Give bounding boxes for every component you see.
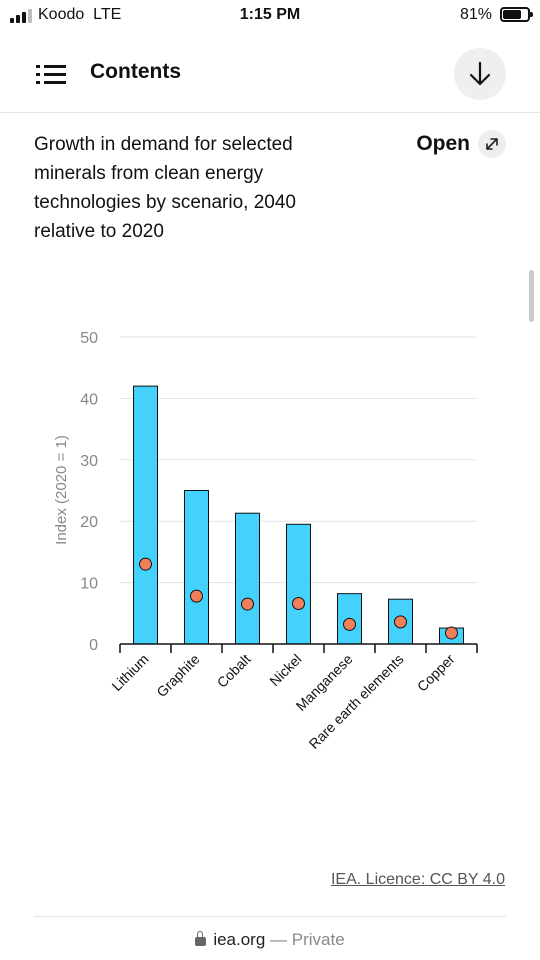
page-header: Contents — [0, 40, 540, 113]
y-tick-label: 20 — [80, 514, 98, 531]
lock-icon — [195, 931, 207, 946]
x-tick-label: Nickel — [266, 651, 304, 689]
scenario-point — [343, 617, 356, 631]
scenario-point — [190, 589, 203, 603]
status-time: 1:15 PM — [239, 6, 301, 23]
licence-link[interactable]: IEA. Licence: CC BY 4.0 — [330, 871, 505, 888]
network-type: LTE — [93, 6, 122, 23]
scenario-point — [394, 615, 407, 629]
scenario-point — [292, 596, 305, 610]
contents-title[interactable]: Contents — [90, 60, 181, 83]
status-bar: Koodo LTE 1:15 PM 81% — [0, 0, 540, 32]
battery-percent: 81% — [459, 6, 492, 23]
site-domain: iea.org — [213, 930, 266, 949]
x-tick-label: Copper — [414, 651, 458, 695]
y-tick-label: 0 — [89, 637, 98, 654]
carrier-label: Koodo LTE — [38, 6, 121, 24]
arrow-down-icon — [469, 61, 491, 86]
x-tick-label: Rare earth elements — [306, 651, 407, 752]
battery-icon — [500, 7, 533, 22]
scenario-point — [241, 597, 254, 611]
scrollbar-thumb[interactable] — [529, 270, 534, 322]
bar — [184, 490, 209, 645]
list-icon[interactable] — [36, 64, 66, 86]
x-tick-label: Lithium — [108, 651, 151, 694]
y-tick-label: 30 — [80, 453, 98, 470]
x-tick-label: Graphite — [153, 651, 202, 700]
divider — [34, 916, 506, 917]
y-axis-label: Index (2020 = 1) — [53, 435, 70, 545]
bar — [235, 512, 260, 645]
x-tick-label: Cobalt — [214, 651, 254, 691]
download-button[interactable] — [454, 48, 506, 100]
open-chart-link[interactable]: Open — [416, 130, 506, 158]
expand-arrow-icon — [478, 130, 506, 158]
address-bar[interactable]: iea.org — Private — [0, 930, 540, 950]
private-label: — Private — [270, 930, 345, 949]
y-tick-label: 10 — [80, 576, 98, 593]
bar — [286, 523, 311, 645]
signal-strength-icon — [10, 9, 32, 23]
y-tick-label: 40 — [80, 391, 98, 408]
carrier-name: Koodo — [38, 6, 85, 23]
scenario-point — [139, 557, 152, 571]
scenario-point — [445, 626, 458, 640]
chart-title: Growth in demand for selected minerals f… — [34, 134, 296, 242]
open-label: Open — [416, 132, 470, 155]
y-tick-label: 50 — [80, 330, 98, 347]
bar — [133, 385, 158, 645]
